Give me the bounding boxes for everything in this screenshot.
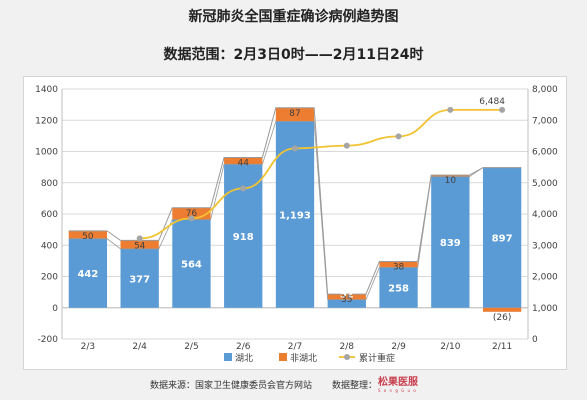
legend-label-hubei: 湖北 [235, 353, 253, 364]
bar-hubei [327, 299, 366, 308]
data-label-non-hubei: 76 [186, 209, 198, 219]
series-connector-mid [68, 120, 522, 301]
data-label-non-hubei: 10 [445, 176, 457, 186]
bar-non-hubei [431, 175, 470, 177]
bar-hubei [482, 167, 522, 308]
bar-non-hubei [120, 240, 159, 249]
legend-swatch-hubei [224, 353, 232, 361]
data-label-non-hubei: 38 [393, 263, 405, 273]
line-cumulative [139, 108, 503, 240]
y-tick-label-right: 4,000 [532, 210, 558, 220]
data-label-hubei: 377 [129, 274, 150, 285]
bar-hubei [172, 219, 211, 308]
brand-logo: 松果医服 S o n g G u o [378, 373, 418, 393]
y-tick-label-left: -200 [38, 335, 59, 345]
data-label-non-hubei: 35 [341, 295, 352, 305]
data-label-non-hubei: (26) [493, 313, 511, 323]
y-tick-label-left: 400 [41, 241, 58, 251]
y-tick-label-right: 2,000 [532, 273, 558, 283]
y-tick-label-right: 8,000 [532, 85, 558, 95]
x-tick-label: 2/5 [184, 342, 198, 352]
point-cumulative [343, 142, 350, 149]
data-label-hubei: 1,193 [279, 211, 311, 222]
y-tick-label-right: 6,000 [532, 148, 558, 158]
y-tick-label-right: 0 [532, 335, 538, 345]
y-tick-label-left: 200 [41, 273, 58, 283]
bar-non-hubei [482, 307, 522, 312]
data-label-hubei: 442 [77, 269, 98, 280]
bar-non-hubei [379, 261, 418, 268]
bar-non-hubei [172, 207, 211, 220]
y-tick-label-right: 3,000 [532, 241, 558, 251]
y-tick-label-right: 5,000 [532, 179, 558, 189]
bar-non-hubei [327, 294, 366, 300]
x-tick-label: 2/10 [440, 342, 460, 352]
point-cumulative [499, 106, 506, 113]
data-label-hubei: 258 [388, 284, 409, 295]
x-tick-label: 2/3 [81, 342, 95, 352]
y-tick-label-left: 0 [52, 304, 58, 314]
point-cumulative [292, 145, 298, 152]
data-label-non-hubei: 50 [82, 232, 94, 242]
footer-organizer: 数据整理： [332, 381, 378, 391]
x-tick-label: 2/7 [288, 342, 302, 352]
chart-title: 新冠肺炎全国重症确诊病例趋势图 [188, 9, 399, 25]
data-label-hubei: 564 [181, 260, 202, 271]
y-tick-label-right: 7,000 [532, 116, 558, 126]
data-label-hubei: 52 [340, 290, 354, 301]
y-tick-label-left: 600 [41, 210, 58, 220]
bar-non-hubei [275, 107, 315, 122]
data-label-cumulative: 6,484 [479, 97, 505, 107]
point-cumulative [395, 133, 402, 140]
x-tick-label: 2/11 [492, 342, 512, 352]
x-tick-label: 2/6 [236, 342, 251, 352]
data-label-hubei: 918 [233, 232, 254, 243]
point-cumulative [447, 106, 454, 113]
legend-swatch-non-hubei [279, 353, 287, 361]
x-tick-label: 2/4 [132, 342, 147, 352]
bar-hubei [431, 176, 470, 308]
y-tick-label-left: 1000 [35, 148, 58, 158]
bar-hubei [120, 248, 159, 308]
legend-label-cumulative: 累计重症 [359, 352, 395, 364]
brand-name: 松果医服 [378, 377, 418, 388]
footer-source: 数据来源：国家卫生健康委员会官方网站 [150, 381, 313, 391]
point-cumulative [188, 215, 195, 222]
x-tick-label: 2/9 [391, 342, 406, 352]
x-tick-label: 2/8 [340, 342, 355, 352]
bar-hubei [379, 267, 418, 308]
chart-subtitle: 数据范围：2月3日0时——2月11日24时 [163, 47, 424, 63]
y-tick-label-left: 800 [41, 179, 58, 189]
point-cumulative [240, 185, 247, 192]
y-tick-label-right: 1,000 [532, 304, 558, 314]
data-label-non-hubei: 54 [134, 241, 146, 251]
bar-hubei [68, 238, 108, 308]
data-label-non-hubei: 87 [289, 109, 300, 119]
chart-svg: -200 0 200 400 600 800 1000 1200 1400 0 1,000 2,000… [35, 85, 558, 364]
series-connector-top [68, 107, 522, 295]
brand-sub: S o n g G u o [378, 388, 417, 393]
bar-non-hubei [224, 157, 263, 165]
y-tick-label-left: 1400 [35, 85, 58, 95]
point-cumulative [136, 235, 143, 242]
legend-marker-cumulative [344, 354, 350, 360]
bar-non-hubei [68, 230, 108, 239]
data-label-hubei: 839 [440, 238, 461, 249]
legend-label-non-hubei: 非湖北 [290, 352, 317, 364]
y-tick-label-left: 1200 [35, 116, 58, 126]
data-label-non-hubei: 44 [237, 158, 249, 168]
data-label-hubei: 897 [492, 234, 513, 245]
chart-frame: -200 0 200 400 600 800 1000 1200 1400 0 1,000 2,000… [23, 76, 567, 370]
